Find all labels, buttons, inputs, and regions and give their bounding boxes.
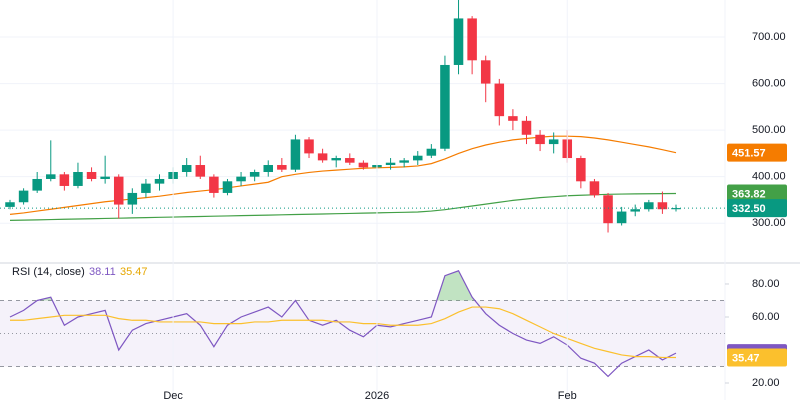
candle-body <box>358 162 369 168</box>
candle-body <box>494 83 505 117</box>
y-tick-label: 700.00 <box>752 31 786 43</box>
rsi-pane <box>0 270 725 378</box>
ma-label: 451.57 <box>732 148 766 160</box>
x-tick-label: Feb <box>558 390 577 400</box>
candle-body <box>18 190 29 203</box>
rsi-value: 38.11 <box>89 266 116 278</box>
candle-body <box>46 174 56 179</box>
candle-body <box>453 18 464 65</box>
candle-body <box>86 171 97 179</box>
ma-line <box>9 192 677 221</box>
price-pane <box>0 0 725 233</box>
y-tick-label: 60.00 <box>752 311 780 323</box>
ma-label-box <box>727 143 787 162</box>
rsi-label: 35.47 <box>732 352 760 364</box>
candle-body <box>222 181 233 193</box>
candle-body <box>385 162 396 166</box>
ma-label: 363.82 <box>732 188 766 200</box>
candle-body <box>277 165 287 170</box>
candle-body <box>576 158 586 182</box>
candle-body <box>290 139 301 170</box>
candle-body <box>426 148 437 156</box>
candle-body <box>345 158 355 163</box>
candle-body <box>5 202 15 207</box>
candle-body <box>317 153 328 161</box>
y-tick-label: 600.00 <box>752 77 786 89</box>
candle-body <box>127 192 138 205</box>
candle-body <box>209 176 219 193</box>
y-tick-label: 400.00 <box>752 171 786 183</box>
candle-body <box>412 155 423 161</box>
candle-body <box>236 176 246 182</box>
candle-body <box>603 195 613 224</box>
ma-label-box <box>727 184 787 203</box>
candle-body <box>630 209 640 212</box>
candle-body <box>521 120 532 135</box>
candle-body <box>480 60 491 84</box>
candle-body <box>263 165 274 172</box>
candle-body <box>440 64 450 149</box>
candle-body <box>589 181 600 196</box>
x-tick-label: 2026 <box>365 390 389 400</box>
candle-body <box>616 211 627 224</box>
ma-line <box>9 270 677 378</box>
last-price-label: 332.50 <box>732 203 766 215</box>
y-tick-label: 300.00 <box>752 217 786 229</box>
candle-body <box>249 171 260 177</box>
candle-body <box>141 183 151 193</box>
y-tick-label: 20.00 <box>752 377 780 389</box>
y-tick-label: 500.00 <box>752 124 786 136</box>
candle-body <box>671 208 681 210</box>
candle-body <box>535 134 545 145</box>
candle-body <box>100 176 110 179</box>
last-price-label-box <box>727 199 787 218</box>
rsi-title: RSI (14, close) <box>12 266 85 278</box>
candle-body <box>304 139 314 154</box>
rsi-ma-value: 35.47 <box>120 266 148 278</box>
candle-body <box>548 139 559 145</box>
candle-body <box>73 171 83 186</box>
candle-body <box>508 116 518 121</box>
candle-body <box>467 18 477 61</box>
candle-body <box>181 165 192 172</box>
ma-line <box>10 306 677 359</box>
candle-body <box>32 178 42 191</box>
candle-body <box>154 178 165 184</box>
candle-body <box>644 202 654 210</box>
y-tick-label: 80.00 <box>752 278 780 290</box>
candle-body <box>113 176 124 205</box>
candle-body <box>195 165 206 177</box>
x-tick-label: Dec <box>163 390 183 400</box>
candle-body <box>657 202 668 210</box>
candle-body <box>399 160 409 163</box>
candle-body <box>331 158 341 161</box>
candle-body <box>59 174 70 186</box>
rsi-label-box <box>727 348 787 367</box>
